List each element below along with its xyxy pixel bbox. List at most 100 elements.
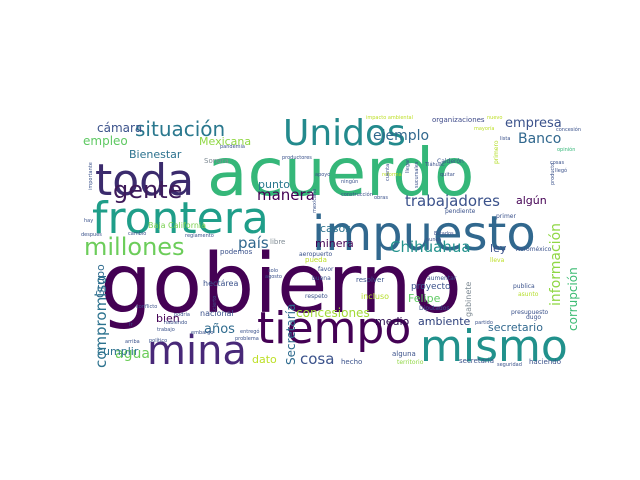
word-nuevo: nuevo bbox=[487, 115, 502, 121]
word-cosas: cosas bbox=[550, 160, 564, 166]
word-favor: favor bbox=[318, 266, 334, 273]
word-lleva: lleva bbox=[490, 257, 505, 264]
word-obras: obras bbox=[374, 195, 388, 201]
word-tláhuac: Tláhuac bbox=[424, 161, 445, 168]
word-acuerdo: acuerdo bbox=[207, 134, 474, 211]
word-solo: solo bbox=[268, 268, 278, 274]
word-importante: importante bbox=[88, 162, 94, 190]
word-estados: Estados bbox=[434, 231, 454, 237]
word-hay: hay bbox=[84, 218, 93, 224]
word-casos: casos bbox=[320, 222, 351, 235]
word-sonora: Sonora bbox=[204, 157, 229, 165]
word-ningún: ningún bbox=[341, 178, 358, 185]
word-impuesto: impuesto bbox=[312, 206, 536, 262]
word-nunca: nunca bbox=[426, 237, 441, 243]
word-chihuahua: Chihuahua bbox=[390, 238, 471, 256]
word-años: años bbox=[204, 322, 235, 337]
word-lista: lista bbox=[500, 136, 510, 142]
word-pendiente: pendiente bbox=[445, 208, 476, 215]
word-pandemia: pandemia bbox=[220, 144, 245, 150]
word-resolver: resolver bbox=[356, 276, 384, 284]
word-cumplir: cumplir bbox=[97, 345, 139, 358]
word-político: político bbox=[149, 337, 167, 344]
word-hecho: hecho bbox=[341, 358, 362, 366]
word-arriba: arriba bbox=[125, 339, 140, 345]
word-secretaría: Secretaría bbox=[284, 304, 298, 365]
word-conflicto: conflicto bbox=[136, 304, 157, 310]
word-frontera: frontera bbox=[92, 193, 269, 244]
word-ejemplo: ejemplo bbox=[373, 128, 429, 144]
word-podría: podría bbox=[174, 311, 190, 318]
word-gabinete: gabinete bbox=[464, 282, 473, 317]
word-agosto: agosto bbox=[265, 274, 282, 280]
word-llegar: llegar bbox=[405, 158, 411, 173]
word-agua: agua bbox=[115, 346, 150, 362]
word-situación: situación bbox=[135, 117, 225, 141]
word-hectárea: hectárea bbox=[203, 279, 238, 288]
word-millones: millones bbox=[84, 233, 185, 261]
word-cuenta: cuenta bbox=[385, 164, 391, 181]
word-manera: manera bbox=[257, 186, 315, 204]
word-mismo: mismo bbox=[420, 321, 568, 372]
word-mina: mina bbox=[147, 328, 247, 374]
word-ambiente: ambiente bbox=[418, 315, 471, 328]
word-calderón: Calderón bbox=[437, 158, 464, 165]
word-concesiones: concesiones bbox=[296, 306, 370, 320]
word-partido: partido bbox=[475, 320, 493, 326]
word-opinión: opinión bbox=[557, 146, 575, 153]
word-primer: primer bbox=[496, 213, 516, 220]
word-gente: gente bbox=[113, 176, 182, 204]
word-información: información bbox=[548, 223, 564, 306]
word-grupo: Grupo bbox=[94, 264, 107, 298]
word-llegó: llegó bbox=[555, 167, 567, 174]
word-productores: productores bbox=[282, 155, 312, 161]
word-alguna: alguna bbox=[392, 350, 416, 358]
word-respeto: respeto bbox=[305, 293, 328, 300]
word-aeropuerto: aeropuerto bbox=[299, 251, 332, 258]
word-trabajo: trabajo bbox=[157, 327, 175, 333]
word-territorio: territorio bbox=[397, 359, 424, 366]
word-felipe: Felipe bbox=[408, 292, 441, 305]
word-cosa: cosa bbox=[300, 350, 334, 368]
word-quitar: quitar bbox=[440, 172, 456, 178]
word-punto: punto bbox=[258, 178, 290, 191]
word-proyecto: proyecto bbox=[411, 282, 451, 292]
word-país: país bbox=[238, 234, 269, 252]
word-gobierno: gobierno bbox=[100, 237, 462, 332]
word-publica: publica bbox=[513, 283, 535, 290]
word-trabajadores: trabajadores bbox=[405, 192, 500, 210]
word-unidos: Unidos bbox=[283, 113, 406, 154]
word-empresa: empresa bbox=[505, 116, 562, 131]
word-buena: buena bbox=[312, 275, 331, 282]
word-ley: ley bbox=[490, 242, 507, 255]
word-organizaciones: organizaciones bbox=[432, 116, 485, 124]
word-impacto-ambiental: impacto ambiental bbox=[366, 115, 413, 121]
word-primero: primero bbox=[493, 140, 500, 164]
word-sucursales: sucursales bbox=[414, 161, 420, 188]
word-mexicano: mexicano bbox=[312, 189, 318, 213]
word-diputados: Diputados bbox=[419, 305, 450, 312]
word-incluso: incluso bbox=[361, 292, 389, 301]
word-secretario: secretario bbox=[488, 321, 543, 334]
word-algún: algún bbox=[516, 194, 547, 207]
word-tiempo: tiempo bbox=[257, 303, 411, 354]
word-concesión: concesión bbox=[556, 126, 581, 133]
word-presupuesto: presupuesto bbox=[511, 309, 549, 316]
word-reforma: reforma bbox=[382, 172, 402, 178]
word-seguridad: seguridad bbox=[497, 362, 522, 368]
word-embargo: embargo bbox=[191, 330, 213, 336]
word-banco: Banco bbox=[518, 131, 561, 147]
word-bien: bien bbox=[156, 312, 180, 325]
word-pueda: pueda bbox=[305, 256, 327, 264]
word-cierto: cierto bbox=[212, 296, 218, 310]
word-entregó: entregó bbox=[240, 328, 259, 335]
word-compromiso: compromiso bbox=[92, 276, 110, 368]
word-aeroméxico: Aeroméxico bbox=[516, 246, 552, 253]
word-construcción: construcción bbox=[341, 191, 373, 198]
word-dugo: dugo bbox=[526, 314, 541, 321]
word-producto: producto bbox=[550, 163, 556, 185]
word-minera: minera bbox=[315, 237, 354, 250]
word-problema: problema bbox=[235, 336, 259, 342]
